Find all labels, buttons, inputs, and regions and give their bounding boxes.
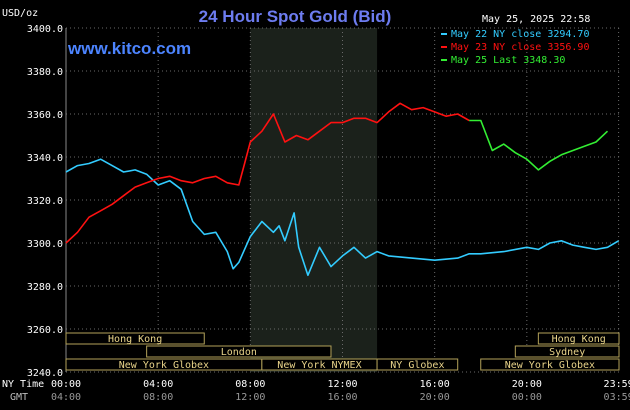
- session-bar-box: [65, 332, 205, 345]
- session-bar-box: [376, 358, 459, 371]
- session-bar: NY Globex: [376, 358, 459, 371]
- session-bar-box: [146, 345, 332, 358]
- x-tick-label: 03:59: [604, 392, 630, 403]
- watermark-text: www.kitco.com: [67, 39, 191, 58]
- y-tick-label: 3240.0: [27, 368, 63, 379]
- timestamp: May 25, 2025 22:58: [482, 14, 590, 25]
- x-tick-label: 00:00: [512, 392, 542, 403]
- x-tick-label: 23:59: [604, 379, 630, 390]
- x-tick-label: 00:00: [51, 379, 81, 390]
- nymex-session-band: [250, 28, 378, 372]
- chart-title: 24 Hour Spot Gold (Bid): [199, 7, 392, 26]
- series-line-2: [65, 102, 470, 244]
- session-bar: London: [146, 345, 332, 358]
- session-label: Hong Kong: [552, 334, 606, 345]
- session-label: NY Globex: [390, 360, 444, 371]
- y-tick-label: 3400.0: [27, 24, 63, 35]
- legend: May 22 NY close 3294.70 May 23 NY close 3…: [441, 29, 589, 66]
- unit-label: USD/oz: [2, 8, 38, 19]
- x-tick-label: 20:00: [512, 379, 542, 390]
- session-bar-box: [514, 345, 620, 358]
- session-bar-box: [537, 332, 620, 345]
- x-tick-label: 20:00: [420, 392, 450, 403]
- y-tick-label: 3280.0: [27, 282, 63, 293]
- y-tick-label: 3260.0: [27, 325, 63, 336]
- session-label: New York NYMEX: [277, 360, 361, 371]
- x-tick-label: 16:00: [327, 392, 357, 403]
- x-tick-label: 16:00: [420, 379, 450, 390]
- session-bar: Hong Kong: [537, 332, 620, 345]
- session-bar: Hong Kong: [65, 332, 205, 345]
- series-line-3: [469, 119, 609, 171]
- session-label: London: [221, 347, 257, 358]
- y-tick-label: 3300.0: [27, 239, 63, 250]
- y-tick-label: 3340.0: [27, 153, 63, 164]
- session-label: Sydney: [549, 347, 585, 358]
- legend-entry: May 22 NY close 3294.70: [451, 29, 589, 40]
- y-tick-label: 3380.0: [27, 67, 63, 78]
- y-tick-label: 3320.0: [27, 196, 63, 207]
- legend-entry: May 25 Last 3348.30: [451, 55, 565, 66]
- session-bar: New York Globex: [65, 358, 263, 371]
- x-tick-label: 08:00: [143, 392, 173, 403]
- x-tick-label: 04:00: [51, 392, 81, 403]
- session-bar: Sydney: [514, 345, 620, 358]
- series-line-1: [65, 158, 620, 277]
- session-label: Hong Kong: [108, 334, 162, 345]
- x-axis-row-label: GMT: [10, 392, 28, 403]
- x-tick-label: 04:00: [143, 379, 173, 390]
- x-axis-row-label: NY Time: [2, 379, 44, 390]
- session-bar-box: [480, 358, 620, 371]
- x-tick-label: 12:00: [327, 379, 357, 390]
- session-label: New York Globex: [119, 360, 209, 371]
- x-tick-label: 08:00: [235, 379, 265, 390]
- legend-entry: May 23 NY close 3356.90: [451, 42, 589, 53]
- x-tick-label: 12:00: [235, 392, 265, 403]
- session-bar: New York NYMEX: [261, 358, 378, 371]
- session-label: New York Globex: [505, 360, 595, 371]
- y-tick-label: 3360.0: [27, 110, 63, 121]
- session-bar: New York Globex: [480, 358, 620, 371]
